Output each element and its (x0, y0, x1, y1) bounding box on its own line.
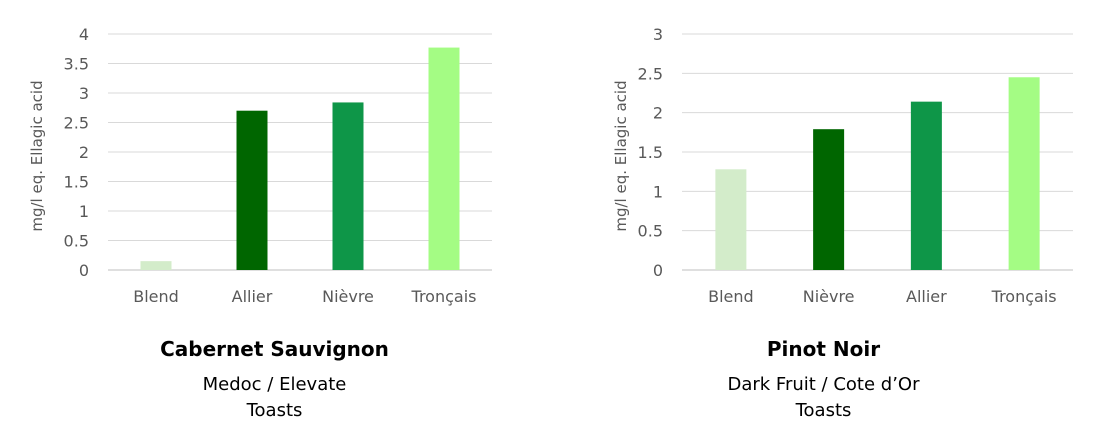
y-tick-label: 2.5 (64, 114, 89, 133)
chart-caption-line: Medoc / Elevate (202, 374, 347, 395)
bar-allier (236, 110, 268, 270)
y-tick-label: 0 (653, 261, 663, 280)
bar-nivre (813, 129, 845, 270)
chart-caption-title: Pinot Noir (766, 337, 881, 361)
bar-chart-cabernet: 0 0.5 1 1.5 2 2.5 3 3.5 4 mg/l eq. Ellagic acid Bl… (28, 25, 492, 306)
chart-caption-line: Dark Fruit / Cote d’Or (727, 374, 920, 395)
y-axis-title: mg/l eq. Ellagic acid (612, 80, 630, 231)
chart-caption-subtitle: Medoc / Elevate Toasts (0, 372, 549, 424)
y-tick-label: 3.5 (64, 55, 89, 74)
x-category-label: Tronçais (411, 287, 477, 306)
y-tick-label: 3 (653, 25, 663, 44)
bar-allier (910, 101, 942, 270)
x-category-label: Allier (232, 287, 273, 306)
y-tick-label: 0 (79, 261, 89, 280)
y-tick-label: 1 (653, 182, 663, 201)
bar-nivre (332, 102, 364, 270)
y-axis-title: mg/l eq. Ellagic acid (28, 80, 46, 231)
chart-caption-subtitle: Dark Fruit / Cote d’Or Toasts (549, 372, 1098, 424)
y-tick-label: 1.5 (638, 143, 663, 162)
x-category-label: Blend (133, 287, 179, 306)
y-tick-label: 2 (653, 104, 663, 123)
y-tick-label: 0.5 (64, 232, 89, 251)
bar-blend (140, 261, 172, 270)
chart-caption-title: Cabernet Sauvignon (160, 337, 389, 361)
x-category-label: Allier (906, 287, 947, 306)
y-tick-label: 3 (79, 84, 89, 103)
chart-panel-cabernet: 0 0.5 1 1.5 2 2.5 3 3.5 4 mg/l eq. Ellagic acid Bl… (0, 25, 549, 424)
y-tick-label: 1.5 (64, 173, 89, 192)
x-category-label: Nièvre (803, 287, 855, 306)
bar-tronais (1008, 77, 1040, 271)
chart-caption-line: Toasts (795, 400, 852, 421)
bar-tronais (428, 47, 460, 270)
y-tick-label: 1 (79, 202, 89, 221)
chart-panel-pinot: 0 0.5 1 1.5 2 2.5 3 mg/l eq. Ellagic acid Blend N… (549, 0, 1098, 430)
y-tick-label: 0.5 (638, 222, 663, 241)
y-tick-label: 2.5 (638, 64, 663, 83)
x-category-label: Blend (708, 287, 754, 306)
x-category-label: Nièvre (322, 287, 374, 306)
x-category-label: Tronçais (991, 287, 1057, 306)
y-tick-label: 4 (79, 25, 89, 44)
chart-caption-line: Toasts (246, 400, 303, 421)
bar-blend (715, 169, 747, 270)
y-tick-label: 2 (79, 143, 89, 162)
bar-chart-pinot: 0 0.5 1 1.5 2 2.5 3 mg/l eq. Ellagic acid Blend N… (612, 25, 1073, 306)
